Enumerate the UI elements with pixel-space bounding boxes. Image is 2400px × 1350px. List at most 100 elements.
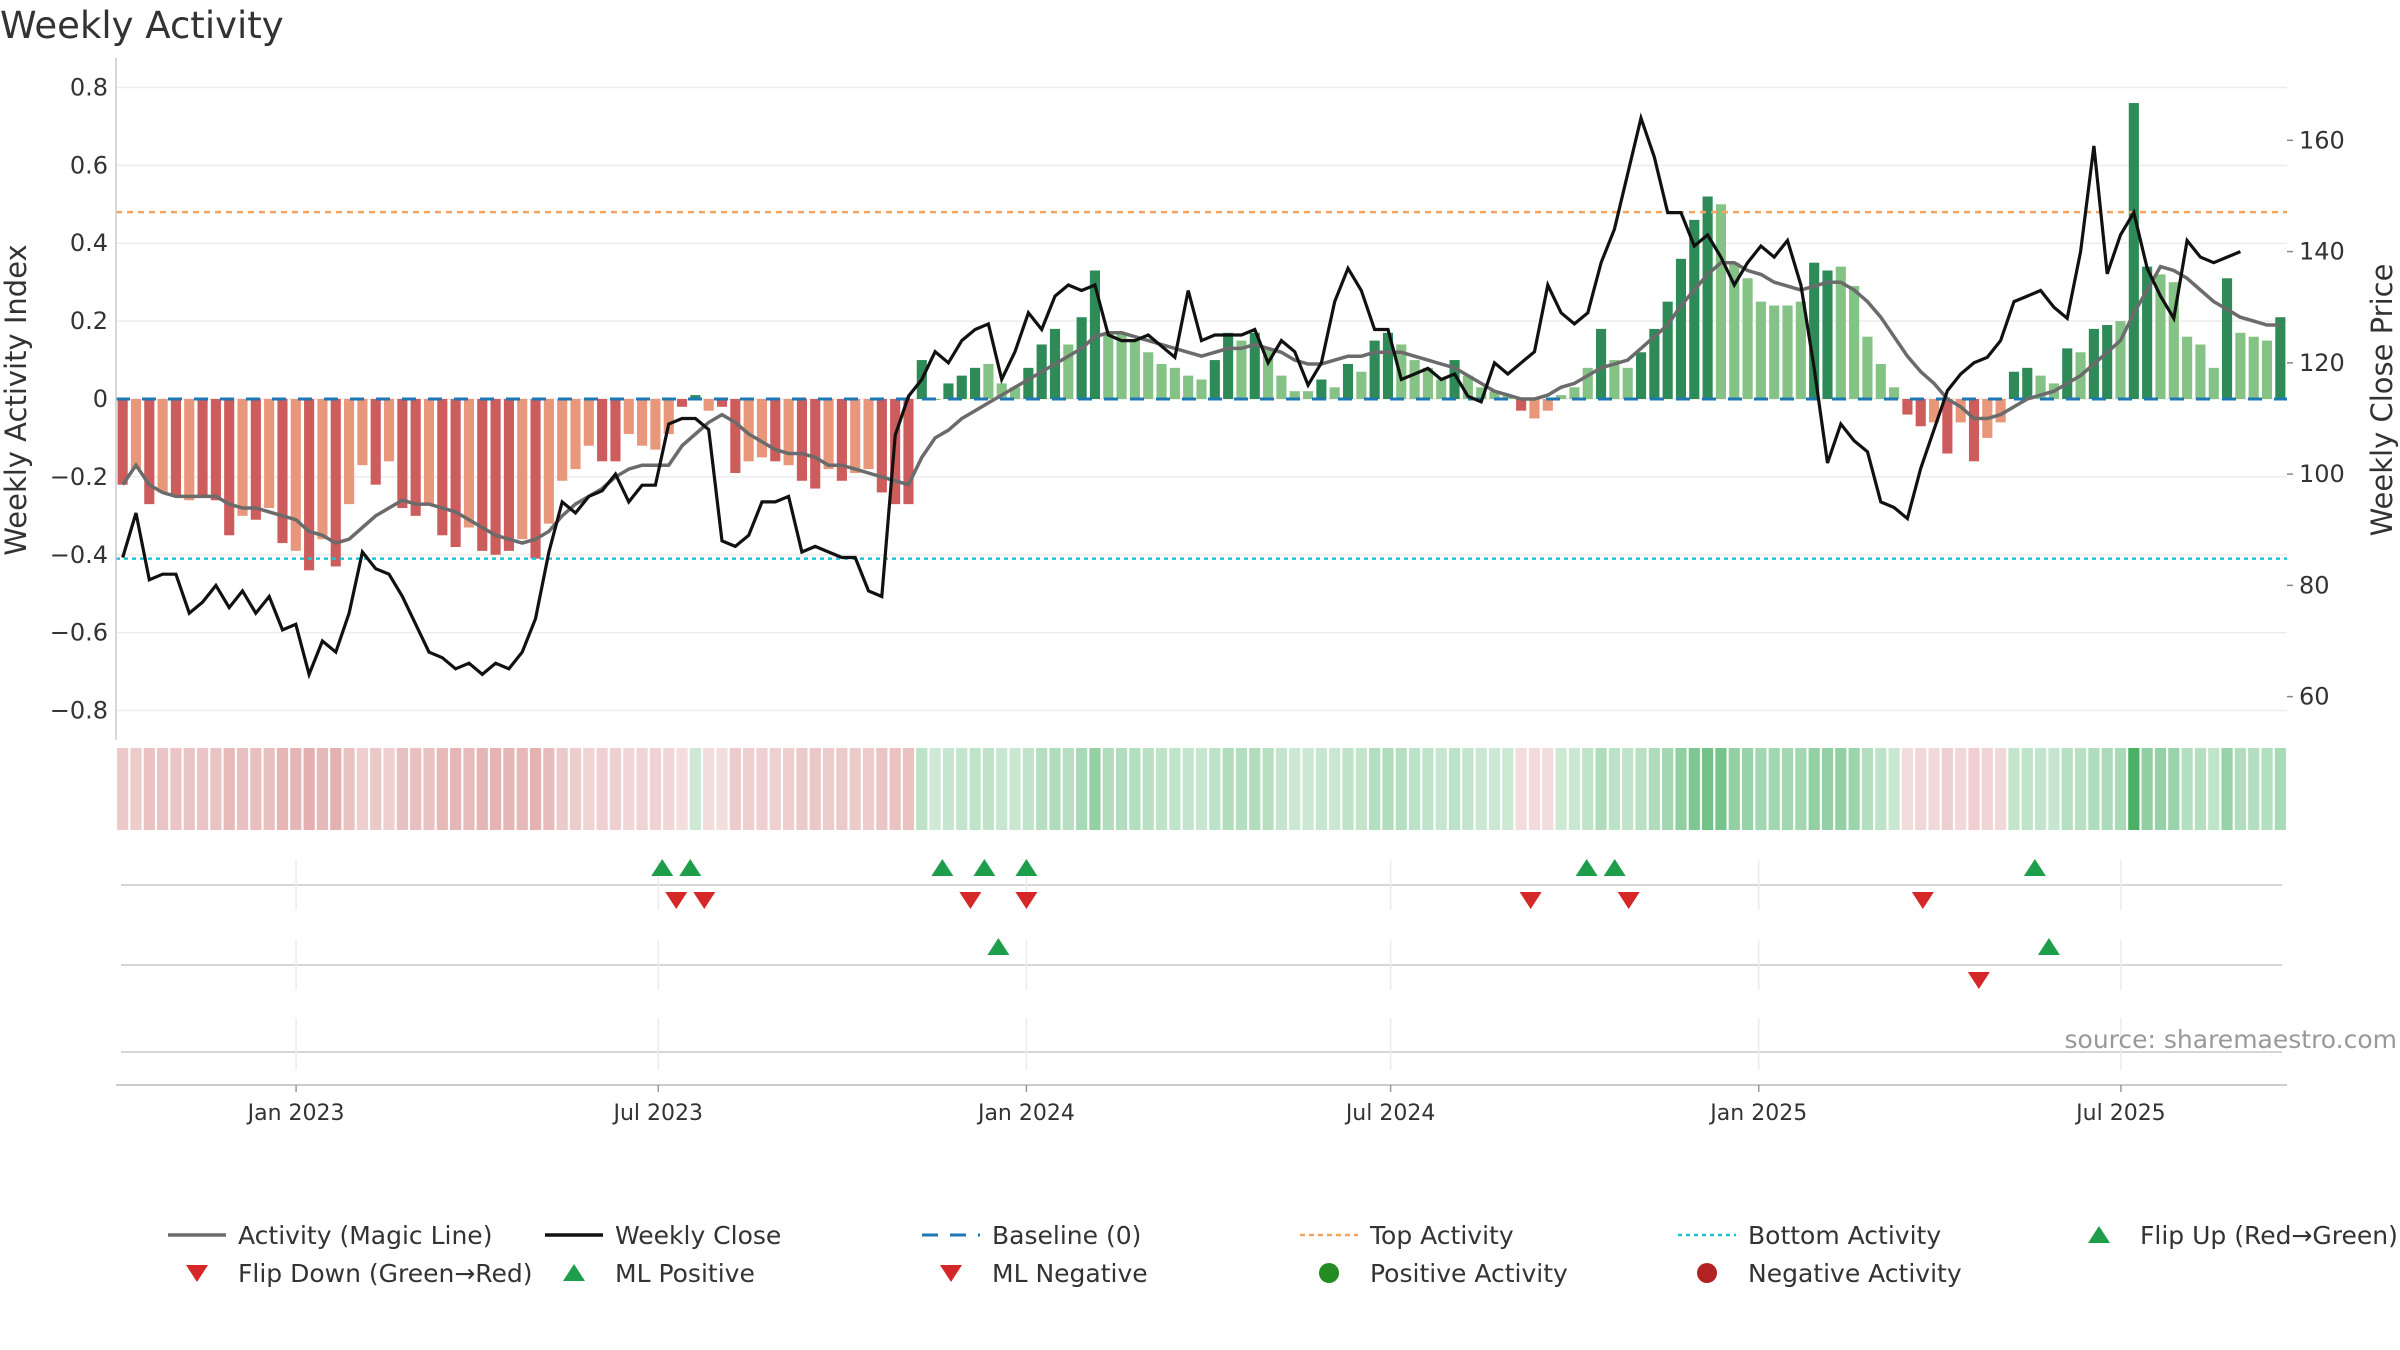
heat-strip-cell xyxy=(370,748,382,830)
activity-bar xyxy=(2062,348,2073,399)
activity-bar xyxy=(2115,321,2126,399)
heat-strip-cell xyxy=(183,748,195,830)
activity-bar xyxy=(2261,340,2273,399)
activity-bar xyxy=(1169,367,1180,399)
heat-strip-cell xyxy=(476,748,488,830)
heat-strip-cell xyxy=(130,748,142,830)
activity-bar xyxy=(317,399,328,540)
activity-bar xyxy=(330,399,341,567)
flip-up-marker xyxy=(931,859,954,876)
y2-tick-label: 140 xyxy=(2299,238,2345,266)
activity-bar xyxy=(903,399,914,505)
heat-strip-cell xyxy=(1076,748,1088,830)
heat-strip-cell xyxy=(117,748,129,830)
y2-tick-label: 160 xyxy=(2299,126,2345,154)
heat-strip-cell xyxy=(1555,748,1567,830)
activity-bar xyxy=(943,383,954,399)
heat-strip-cell xyxy=(822,748,835,830)
heat-strip-cell xyxy=(689,748,701,830)
x-tick-label: Jan 2024 xyxy=(976,1101,1075,1126)
heat-strip-cell xyxy=(2061,748,2073,830)
source-note: source: sharemaestro.com xyxy=(2065,1025,2398,1054)
activity-bar xyxy=(1276,375,1287,399)
heat-strip-cell xyxy=(1342,748,1354,830)
chart-title: Weekly Activity xyxy=(0,4,284,47)
activity-bar xyxy=(1263,348,1274,399)
activity-bar xyxy=(637,399,648,446)
heat-strip-cell xyxy=(2088,748,2100,830)
legend-swatch-down-marker xyxy=(940,1265,962,1282)
heat-strip-cell xyxy=(223,748,235,830)
activity-bar xyxy=(1329,387,1340,399)
activity-bar xyxy=(836,399,847,481)
heat-strip-cell xyxy=(1062,748,1074,830)
activity-bar xyxy=(477,399,488,551)
heat-strip-cell xyxy=(1728,748,1740,830)
y2-axis-title: Weekly Close Price xyxy=(2365,264,2399,537)
activity-bar xyxy=(743,399,754,462)
y2-tick-label: 80 xyxy=(2299,571,2330,599)
heat-strip-cell xyxy=(942,748,955,830)
flip-down-marker xyxy=(693,892,716,909)
heat-strip-cell xyxy=(343,748,355,830)
y-tick-label: −0.8 xyxy=(50,697,108,725)
activity-bar xyxy=(264,399,275,509)
activity-bar xyxy=(1302,391,1314,399)
activity-bar xyxy=(583,399,594,446)
activity-bar xyxy=(1609,360,1620,399)
heat-strip-cell xyxy=(1768,748,1780,830)
activity-bar xyxy=(1902,399,1913,415)
heat-strip-cell xyxy=(2194,748,2207,830)
activity-bar xyxy=(610,399,621,462)
heat-strip-cell xyxy=(663,748,675,830)
activity-bar xyxy=(490,399,501,555)
heat-strip-cell xyxy=(1635,748,1647,830)
event-marker-rows xyxy=(121,859,2282,1070)
activity-bar xyxy=(1569,387,1580,399)
heat-strip-cell xyxy=(743,748,755,830)
heat-strip-cell xyxy=(157,748,169,830)
activity-bar xyxy=(144,399,155,505)
activity-bar xyxy=(783,399,794,466)
weekly-close-series xyxy=(121,112,2242,680)
y-tick-label: 0 xyxy=(93,385,108,413)
heat-strip-cell xyxy=(1781,748,1794,830)
activity-bar xyxy=(290,399,301,551)
activity-bar xyxy=(184,399,195,501)
legend-swatch-positive-activity xyxy=(1319,1263,1339,1283)
x-tick-label: Jul 2024 xyxy=(1344,1101,1436,1126)
activity-bar xyxy=(1316,379,1327,399)
activity-bar xyxy=(1449,360,1460,399)
heat-strip-cell xyxy=(2021,748,2033,830)
activity-bar xyxy=(410,399,421,516)
heat-strip-cell xyxy=(250,748,262,830)
heat-strip-cell xyxy=(1981,748,1993,830)
heat-strip-cell xyxy=(2035,748,2047,830)
heat-strip-cell xyxy=(1129,748,1141,830)
heat-strip-cell xyxy=(316,748,329,830)
legend-label: Activity (Magic Line) xyxy=(238,1221,492,1250)
heat-strip-cell xyxy=(1155,748,1168,830)
heat-strip-cell xyxy=(1821,748,1834,830)
heat-strip-cell xyxy=(2168,748,2180,830)
activity-bar xyxy=(517,399,528,540)
activity-bar xyxy=(1742,278,1753,399)
heat-strip-cell xyxy=(1808,748,1820,830)
heat-strip-cell xyxy=(1542,748,1554,830)
heat-strip-cell xyxy=(1861,748,1874,830)
activity-bar xyxy=(2035,375,2046,399)
activity-bar xyxy=(250,399,261,520)
heat-strip-cell xyxy=(796,748,808,830)
flip-up-marker xyxy=(1015,859,1038,876)
heat-strip-cell xyxy=(1142,748,1154,830)
heat-strip-cell xyxy=(956,748,968,830)
activity-bar xyxy=(1476,387,1487,399)
heat-strip-cell xyxy=(1102,748,1114,830)
activity-bar xyxy=(304,399,315,571)
activity-bar xyxy=(2222,278,2233,399)
activity-bar xyxy=(224,399,235,536)
activity-bar xyxy=(1103,332,1114,399)
magic-line-series xyxy=(121,260,2281,545)
activity-bar xyxy=(2195,344,2206,399)
heat-strip-cell xyxy=(1741,748,1754,830)
